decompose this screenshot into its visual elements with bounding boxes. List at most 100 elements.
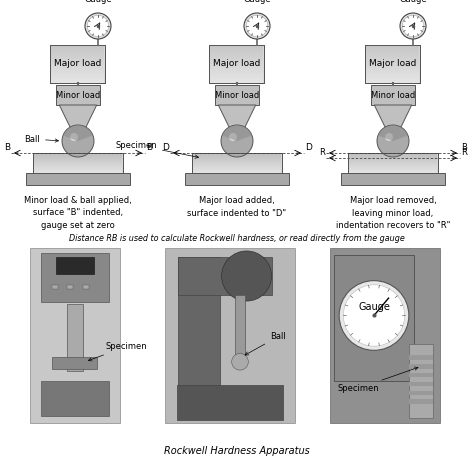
FancyBboxPatch shape <box>349 166 437 167</box>
Text: Gauge: Gauge <box>358 302 390 312</box>
FancyBboxPatch shape <box>366 76 419 77</box>
FancyBboxPatch shape <box>235 295 245 362</box>
FancyBboxPatch shape <box>210 58 264 59</box>
FancyBboxPatch shape <box>52 77 104 78</box>
FancyBboxPatch shape <box>210 63 264 64</box>
FancyBboxPatch shape <box>349 167 437 168</box>
FancyBboxPatch shape <box>52 70 104 71</box>
FancyBboxPatch shape <box>52 82 104 83</box>
Circle shape <box>339 280 409 350</box>
FancyBboxPatch shape <box>210 48 264 49</box>
FancyBboxPatch shape <box>41 253 109 302</box>
FancyBboxPatch shape <box>30 248 120 423</box>
FancyBboxPatch shape <box>210 53 264 54</box>
FancyBboxPatch shape <box>366 48 419 49</box>
FancyBboxPatch shape <box>210 51 264 52</box>
FancyBboxPatch shape <box>34 162 122 163</box>
FancyBboxPatch shape <box>34 169 122 170</box>
FancyBboxPatch shape <box>210 72 264 73</box>
FancyBboxPatch shape <box>366 63 419 64</box>
FancyBboxPatch shape <box>52 66 104 67</box>
FancyBboxPatch shape <box>52 80 104 81</box>
FancyBboxPatch shape <box>34 161 122 162</box>
FancyBboxPatch shape <box>366 80 419 81</box>
FancyBboxPatch shape <box>210 59 264 60</box>
FancyBboxPatch shape <box>210 61 264 62</box>
FancyBboxPatch shape <box>52 59 104 60</box>
FancyBboxPatch shape <box>52 46 104 47</box>
FancyBboxPatch shape <box>210 76 264 77</box>
FancyBboxPatch shape <box>409 355 433 360</box>
FancyBboxPatch shape <box>52 81 104 82</box>
FancyBboxPatch shape <box>366 45 419 46</box>
FancyBboxPatch shape <box>366 70 419 71</box>
FancyBboxPatch shape <box>409 399 433 404</box>
FancyBboxPatch shape <box>371 85 415 105</box>
FancyBboxPatch shape <box>52 51 104 52</box>
FancyBboxPatch shape <box>52 56 104 57</box>
FancyBboxPatch shape <box>366 46 419 47</box>
FancyBboxPatch shape <box>366 54 419 55</box>
FancyBboxPatch shape <box>52 72 104 73</box>
FancyBboxPatch shape <box>52 74 104 75</box>
FancyBboxPatch shape <box>210 82 264 83</box>
Text: Ball: Ball <box>245 332 286 355</box>
FancyBboxPatch shape <box>34 155 122 156</box>
FancyBboxPatch shape <box>52 64 104 65</box>
FancyBboxPatch shape <box>193 154 281 155</box>
FancyBboxPatch shape <box>366 77 419 78</box>
FancyBboxPatch shape <box>349 171 437 172</box>
FancyBboxPatch shape <box>366 79 419 80</box>
Circle shape <box>85 13 111 39</box>
FancyBboxPatch shape <box>52 65 104 66</box>
FancyBboxPatch shape <box>83 285 89 289</box>
Text: Rockwell Hardness Apparatus: Rockwell Hardness Apparatus <box>164 446 310 456</box>
FancyBboxPatch shape <box>349 158 437 159</box>
Text: Gauge: Gauge <box>243 0 271 4</box>
FancyBboxPatch shape <box>366 60 419 61</box>
Text: Ball: Ball <box>24 134 58 144</box>
FancyBboxPatch shape <box>366 82 419 83</box>
FancyBboxPatch shape <box>366 47 419 48</box>
FancyBboxPatch shape <box>33 153 123 173</box>
FancyBboxPatch shape <box>349 159 437 160</box>
FancyBboxPatch shape <box>366 78 419 79</box>
FancyBboxPatch shape <box>210 71 264 72</box>
FancyBboxPatch shape <box>185 173 289 185</box>
Text: Specimen: Specimen <box>337 367 418 393</box>
FancyBboxPatch shape <box>52 48 104 49</box>
Text: D: D <box>162 143 169 152</box>
FancyBboxPatch shape <box>34 172 122 173</box>
FancyBboxPatch shape <box>210 60 264 61</box>
FancyBboxPatch shape <box>52 73 104 74</box>
FancyBboxPatch shape <box>52 54 104 55</box>
FancyBboxPatch shape <box>334 255 414 381</box>
Circle shape <box>244 13 270 39</box>
FancyBboxPatch shape <box>366 52 419 53</box>
FancyBboxPatch shape <box>193 155 281 156</box>
FancyBboxPatch shape <box>210 68 264 69</box>
FancyBboxPatch shape <box>349 155 437 156</box>
FancyBboxPatch shape <box>52 55 104 56</box>
FancyBboxPatch shape <box>52 285 58 289</box>
FancyBboxPatch shape <box>366 64 419 65</box>
FancyBboxPatch shape <box>366 51 419 52</box>
Text: B: B <box>461 143 467 152</box>
FancyBboxPatch shape <box>52 79 104 80</box>
Circle shape <box>232 353 248 370</box>
Text: Specimen: Specimen <box>89 342 147 361</box>
FancyBboxPatch shape <box>210 64 264 65</box>
FancyBboxPatch shape <box>34 171 122 172</box>
FancyBboxPatch shape <box>366 50 419 51</box>
FancyBboxPatch shape <box>56 257 93 274</box>
FancyBboxPatch shape <box>26 173 130 185</box>
FancyBboxPatch shape <box>52 49 104 50</box>
FancyBboxPatch shape <box>178 257 272 295</box>
FancyBboxPatch shape <box>34 159 122 160</box>
FancyBboxPatch shape <box>56 85 100 105</box>
Polygon shape <box>219 105 255 127</box>
Circle shape <box>377 125 409 157</box>
FancyBboxPatch shape <box>34 154 122 155</box>
FancyBboxPatch shape <box>349 172 437 173</box>
FancyBboxPatch shape <box>52 63 104 64</box>
